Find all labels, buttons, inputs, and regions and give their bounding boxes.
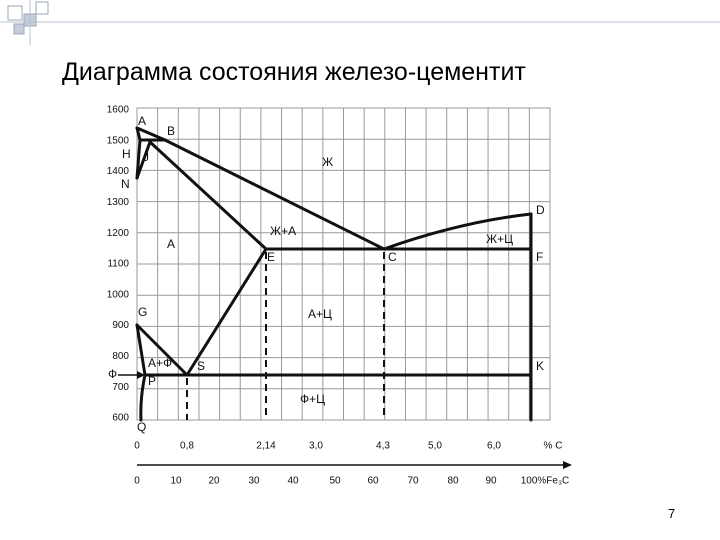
y-tick-label: 1300 xyxy=(107,197,130,208)
region-label: Ф+Ц xyxy=(300,392,325,406)
y-tick-label: 1400 xyxy=(107,166,130,177)
point-label: D xyxy=(536,203,545,217)
deco-square xyxy=(35,1,49,15)
carbon-tick-label: 4,3 xyxy=(376,441,390,452)
line-gs xyxy=(135,323,189,377)
y-tick-label: 1100 xyxy=(107,259,129,270)
y-tick-label: 600 xyxy=(112,413,129,424)
fe3c-tick-label: 40 xyxy=(287,476,299,487)
point-label: E xyxy=(267,250,275,264)
line-pq xyxy=(139,373,147,422)
fe3c-tick-label: 80 xyxy=(447,476,459,487)
line-nh xyxy=(135,138,142,180)
point-label: Q xyxy=(137,420,146,434)
carbon-tick-label: 0 xyxy=(134,441,140,452)
deco-square xyxy=(13,23,25,35)
fe3c-tick-label: 30 xyxy=(248,476,260,487)
fe3c-tick-label: 50 xyxy=(329,476,341,487)
axis-arrow xyxy=(563,461,572,469)
point-label: N xyxy=(121,177,130,191)
fe3c-tick-label: 90 xyxy=(485,476,497,487)
point-label: C xyxy=(388,250,397,264)
region-label: Ф xyxy=(108,367,117,381)
region-label: А xyxy=(167,237,175,251)
line-nj xyxy=(135,140,152,180)
liquidus-cd xyxy=(382,212,533,251)
region-label: Ж+А xyxy=(270,224,296,238)
point-label: H xyxy=(122,147,131,161)
deco-square xyxy=(7,5,23,21)
fe3c-tick-label: 10 xyxy=(170,476,182,487)
region-label: Ж+Ц xyxy=(486,232,513,246)
line-gp xyxy=(135,323,147,377)
fe3c-tick-label: 0 xyxy=(134,476,140,487)
y-tick-label: 1000 xyxy=(107,289,130,300)
fe3c-tick-label: 70 xyxy=(407,476,419,487)
point-label: J xyxy=(143,150,149,164)
point-label: A xyxy=(138,114,146,128)
region-label: А+Ф xyxy=(148,356,172,370)
point-label: B xyxy=(167,124,175,138)
y-tick-label: 700 xyxy=(112,382,129,393)
page-number: 7 xyxy=(668,506,676,521)
carbon-tick-label: 5,0 xyxy=(428,441,442,452)
line-es xyxy=(185,247,268,377)
grid xyxy=(136,107,551,421)
point-label: P xyxy=(148,374,156,388)
carbon-tick-label: 0,8 xyxy=(180,441,194,452)
point-label: S xyxy=(197,359,205,373)
y-tick-label: 1600 xyxy=(107,105,130,116)
dashed-lines xyxy=(186,252,385,420)
carbon-tick-label: % C xyxy=(544,441,563,452)
fe3c-tick-label: 20 xyxy=(208,476,220,487)
carbon-tick-label: 3,0 xyxy=(309,441,323,452)
y-tick-label: 1200 xyxy=(107,228,130,239)
point-label: G xyxy=(138,305,147,319)
solidus-ah xyxy=(135,126,142,142)
y-tick-label: 1500 xyxy=(107,135,130,146)
point-label: K xyxy=(536,359,544,373)
phase-lines xyxy=(135,126,533,422)
point-label: F xyxy=(536,250,543,264)
solidus-je xyxy=(148,140,268,251)
region-label: А+Ц xyxy=(308,307,332,321)
region-label: Ж xyxy=(322,155,333,169)
y-tick-label: 800 xyxy=(112,351,129,362)
fe3c-tick-label: 60 xyxy=(367,476,379,487)
fe3c-tick-label: 100%Fe₃C xyxy=(521,476,570,487)
phi-arrow-head xyxy=(137,371,145,379)
carbon-tick-label: 6,0 xyxy=(487,441,501,452)
slide-title: Диаграмма состояния железо-цементит xyxy=(62,58,526,86)
carbon-tick-label: 2,14 xyxy=(256,441,276,452)
y-tick-label: 900 xyxy=(112,320,129,331)
